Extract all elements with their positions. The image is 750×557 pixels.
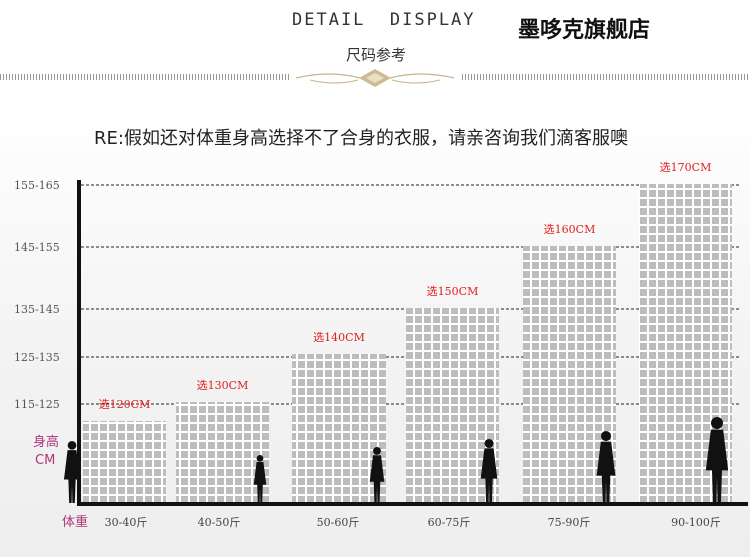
data-label: 选170CM bbox=[660, 161, 712, 174]
person-silhouette-icon bbox=[63, 441, 81, 503]
data-label: 选120CM bbox=[99, 398, 151, 411]
person-silhouette-icon bbox=[369, 447, 385, 503]
y-tick-label: 135-145 bbox=[14, 303, 60, 316]
bar bbox=[176, 402, 269, 503]
person-silhouette-icon bbox=[253, 455, 267, 503]
x-axis-label: 体重 bbox=[62, 514, 88, 530]
divider-ornament-icon bbox=[290, 66, 460, 90]
y-tick-label: 155-165 bbox=[14, 179, 60, 192]
x-tick-label: 50-60斤 bbox=[317, 516, 360, 529]
x-tick-label: 60-75斤 bbox=[428, 516, 471, 529]
y-tick-label: 145-155 bbox=[14, 241, 60, 254]
brand-name: 墨哆克旗舰店 bbox=[518, 18, 651, 43]
x-tick-label: 75-90斤 bbox=[548, 516, 591, 529]
y-tick-label: 125-135 bbox=[14, 351, 60, 364]
data-label: 选130CM bbox=[197, 379, 249, 392]
data-label: 选160CM bbox=[544, 223, 596, 236]
person-silhouette-icon bbox=[705, 417, 729, 503]
bar bbox=[83, 421, 166, 503]
x-tick-label: 90-100斤 bbox=[671, 516, 721, 529]
x-tick-label: 40-50斤 bbox=[198, 516, 241, 529]
size-reference-subtitle: 尺码参考 bbox=[346, 46, 407, 64]
x-tick-label: 30-40斤 bbox=[105, 516, 148, 529]
detail-display-title: DETAIL DISPLAY bbox=[292, 10, 476, 30]
person-silhouette-icon bbox=[596, 431, 616, 503]
y-axis-label: 身高 bbox=[33, 434, 59, 450]
y-tick-label: 115-125 bbox=[14, 398, 60, 411]
y-axis-unit: CM bbox=[35, 453, 55, 468]
data-label: 选140CM bbox=[313, 331, 365, 344]
chart-title: RE:假如还对体重身高选择不了合身的衣服，请亲咨询我们滴客服噢 bbox=[94, 128, 628, 149]
data-label: 选150CM bbox=[427, 285, 479, 298]
person-silhouette-icon bbox=[480, 439, 498, 503]
